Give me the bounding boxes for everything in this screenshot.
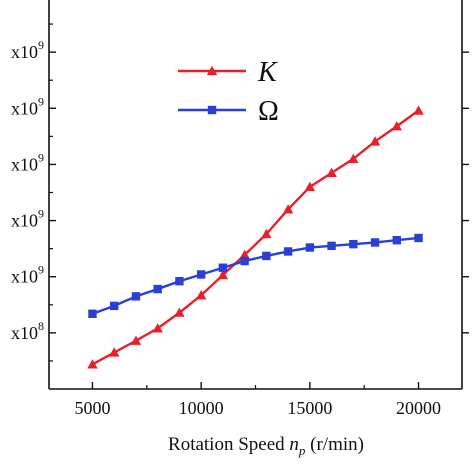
series-line — [92, 236, 419, 315]
data-point — [196, 270, 206, 279]
data-point — [391, 121, 402, 131]
data-point — [88, 309, 97, 318]
data-point — [326, 167, 337, 178]
axes — [48, 0, 463, 390]
y-tick-label: x109 — [11, 207, 44, 231]
x-tick-label: 10000 — [179, 398, 224, 418]
data-point — [131, 292, 141, 301]
data-point — [369, 136, 381, 146]
y-tick-label: x108 — [11, 319, 44, 343]
data-point — [413, 105, 424, 115]
data-point — [348, 153, 359, 163]
series-omega — [88, 233, 423, 318]
data-point — [153, 284, 162, 294]
data-point — [414, 233, 423, 243]
data-point — [282, 204, 294, 214]
x-axis-ticks: 5000 10000 15000 20000 — [74, 382, 441, 418]
x-axis-title-symbol: n — [289, 434, 299, 455]
x-tick-label: 20000 — [396, 398, 441, 418]
x-axis-title-subscript: p — [298, 443, 306, 458]
y-axis-ticks: x109 x109 x109 x109 x109 x108 — [11, 23, 469, 362]
legend-marker — [206, 65, 218, 76]
y-tick-label: x109 — [11, 263, 44, 287]
data-point — [392, 236, 401, 245]
data-point — [109, 347, 120, 357]
data-point — [152, 323, 163, 333]
data-point — [87, 359, 98, 369]
x-axis-title-prefix: Rotation Speed — [168, 434, 289, 455]
data-point — [217, 269, 229, 280]
legend-marker — [207, 105, 217, 115]
data-point — [370, 238, 380, 247]
data-point — [262, 251, 271, 261]
data-point — [218, 263, 228, 272]
data-point — [304, 181, 316, 192]
series-k — [87, 105, 424, 369]
data-point — [195, 290, 207, 300]
data-point — [130, 335, 142, 345]
data-point — [110, 301, 119, 311]
legend-label: Ω — [258, 96, 279, 127]
x-tick-label: 5000 — [74, 398, 110, 418]
data-point — [240, 256, 249, 266]
x-axis-title: Rotation Speed np (r/min) — [168, 434, 364, 458]
data-point — [305, 243, 315, 252]
y-tick-label: x109 — [11, 150, 44, 174]
data-point — [283, 247, 293, 256]
x-axis-title-suffix: (r/min) — [305, 434, 364, 455]
data-point — [261, 228, 272, 239]
data-point — [327, 241, 336, 251]
series-layer — [87, 105, 424, 369]
legend: KΩ — [178, 57, 279, 127]
y-tick-label: x109 — [11, 38, 44, 62]
data-point — [239, 249, 250, 259]
data-point — [349, 239, 358, 249]
series-line — [91, 109, 420, 366]
legend-label: K — [257, 57, 278, 88]
data-point — [174, 307, 185, 317]
x-tick-label: 15000 — [287, 398, 332, 418]
y-tick-label: x109 — [11, 94, 44, 118]
data-point — [175, 277, 184, 286]
